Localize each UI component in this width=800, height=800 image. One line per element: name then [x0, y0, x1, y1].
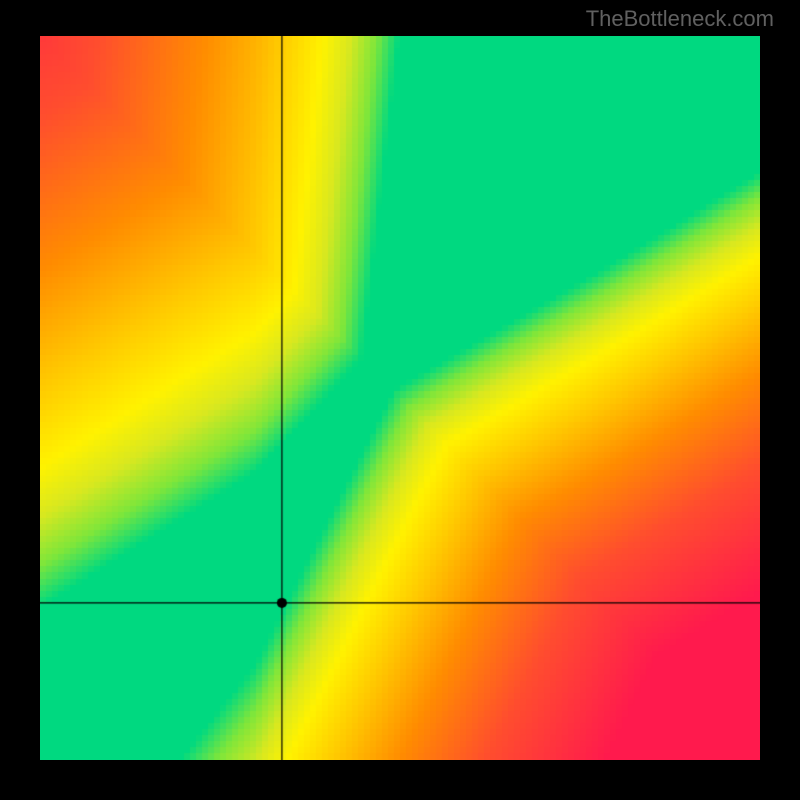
bottleneck-heatmap [40, 36, 760, 760]
chart-container: TheBottleneck.com [0, 0, 800, 800]
watermark-text: TheBottleneck.com [586, 6, 774, 32]
